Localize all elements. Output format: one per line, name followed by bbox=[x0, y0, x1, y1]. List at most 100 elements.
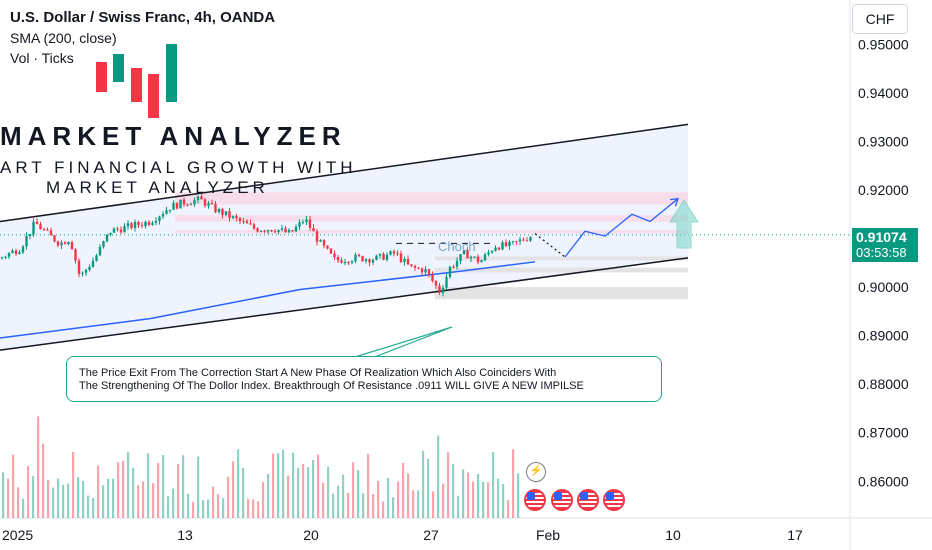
volume-bar bbox=[67, 483, 70, 518]
candle-body bbox=[469, 256, 473, 259]
volume-indicator-label[interactable]: Vol · Ticks bbox=[10, 50, 74, 66]
candle-body bbox=[210, 203, 214, 205]
candle-body bbox=[63, 242, 67, 245]
candle-body bbox=[60, 242, 63, 246]
volume-bar bbox=[292, 452, 295, 518]
volume-bar bbox=[172, 488, 175, 518]
candle-body bbox=[144, 221, 147, 227]
volume-bar bbox=[492, 452, 495, 518]
candle-body bbox=[445, 276, 448, 288]
volume-bar bbox=[462, 469, 465, 518]
volume-bar bbox=[387, 477, 390, 518]
logo-candle bbox=[113, 54, 124, 82]
volume-bar bbox=[517, 473, 520, 518]
candle-body bbox=[427, 269, 431, 275]
candle-body bbox=[49, 230, 53, 236]
candle-body bbox=[214, 203, 217, 213]
volume-bar bbox=[37, 416, 40, 518]
logo-subtitle-line2: MARKET ANALYZER bbox=[46, 178, 269, 197]
volume-bar bbox=[72, 452, 75, 518]
candle-body bbox=[221, 209, 224, 215]
candle-body bbox=[189, 204, 193, 206]
channel-fill bbox=[0, 124, 688, 351]
candle-body bbox=[266, 230, 270, 232]
candle-body bbox=[434, 280, 438, 286]
candle-body bbox=[452, 266, 455, 268]
volume-bar bbox=[197, 456, 200, 518]
volume-bar bbox=[467, 472, 470, 518]
volume-bar bbox=[342, 474, 345, 518]
candle-body bbox=[123, 226, 126, 233]
candle-body bbox=[497, 247, 501, 250]
candle-body bbox=[490, 251, 494, 253]
volume-bar bbox=[242, 467, 245, 518]
volume-bar bbox=[322, 482, 325, 518]
logo-candle bbox=[131, 68, 142, 102]
candle-body bbox=[42, 229, 46, 231]
candle-body bbox=[350, 261, 354, 263]
candle-body bbox=[476, 256, 480, 263]
us-flag-icon[interactable] bbox=[603, 489, 625, 511]
projection-path bbox=[564, 198, 679, 258]
candle-body bbox=[448, 266, 452, 277]
candle-body bbox=[396, 253, 399, 255]
channel-lower-line bbox=[0, 257, 689, 351]
volume-bar bbox=[122, 460, 125, 518]
volume-bar bbox=[202, 500, 205, 518]
volume-bar bbox=[237, 449, 240, 518]
candle-body bbox=[315, 231, 319, 242]
candle-body bbox=[158, 216, 161, 221]
y-tick-label: 0.93000 bbox=[858, 133, 909, 149]
us-flag-icon[interactable] bbox=[577, 489, 599, 511]
sma-indicator-label[interactable]: SMA (200, close) bbox=[10, 30, 117, 46]
volume-bar bbox=[497, 478, 500, 518]
volume-bar bbox=[437, 435, 440, 518]
candle-body bbox=[459, 254, 462, 262]
candle-body bbox=[252, 224, 256, 229]
analysis-note[interactable]: The Price Exit From The Correction Start… bbox=[66, 356, 662, 402]
candle-body bbox=[368, 259, 371, 263]
us-flag-icon[interactable] bbox=[551, 489, 573, 511]
us-flag-icon[interactable] bbox=[524, 489, 546, 511]
candle-body bbox=[245, 221, 249, 224]
candle-body bbox=[102, 241, 105, 247]
candle-body bbox=[179, 199, 182, 209]
candle-body bbox=[494, 247, 497, 252]
lightning-icon[interactable]: ⚡ bbox=[526, 462, 546, 482]
candle-body bbox=[28, 233, 32, 236]
candle-body bbox=[39, 224, 42, 230]
volume-bar bbox=[347, 492, 350, 518]
volume-bar bbox=[112, 478, 115, 518]
volume-bar bbox=[52, 487, 55, 518]
candle-body bbox=[375, 255, 378, 260]
candle-body bbox=[354, 254, 357, 262]
candle-body bbox=[371, 259, 375, 263]
candle-body bbox=[319, 240, 322, 242]
candle-body bbox=[95, 255, 98, 261]
volume-bar bbox=[137, 485, 140, 518]
candle-body bbox=[77, 260, 81, 274]
candle-body bbox=[133, 221, 137, 229]
candle-body bbox=[263, 230, 266, 232]
candle-body bbox=[70, 242, 74, 250]
volume-bar bbox=[487, 482, 490, 518]
candle-body bbox=[217, 209, 221, 213]
volume-bar bbox=[132, 467, 135, 518]
currency-selector[interactable]: CHF bbox=[852, 4, 908, 34]
volume-bar bbox=[352, 462, 355, 518]
candle-body bbox=[242, 221, 245, 223]
volume-bar bbox=[47, 479, 50, 518]
volume-bar bbox=[362, 493, 365, 518]
candle-body bbox=[298, 222, 301, 227]
volume-bar bbox=[422, 450, 425, 518]
volume-bar bbox=[212, 486, 215, 518]
analysis-note-line1: The Price Exit From The Correction Start… bbox=[79, 367, 557, 379]
candle-body bbox=[280, 228, 284, 230]
volume-bar bbox=[392, 497, 395, 518]
candle-body bbox=[91, 260, 95, 267]
candle-body bbox=[154, 220, 158, 223]
volume-bar bbox=[372, 494, 375, 518]
symbol-title[interactable]: U.S. Dollar / Swiss Franc, 4h, OANDA bbox=[10, 9, 276, 26]
candle-body bbox=[333, 253, 336, 258]
